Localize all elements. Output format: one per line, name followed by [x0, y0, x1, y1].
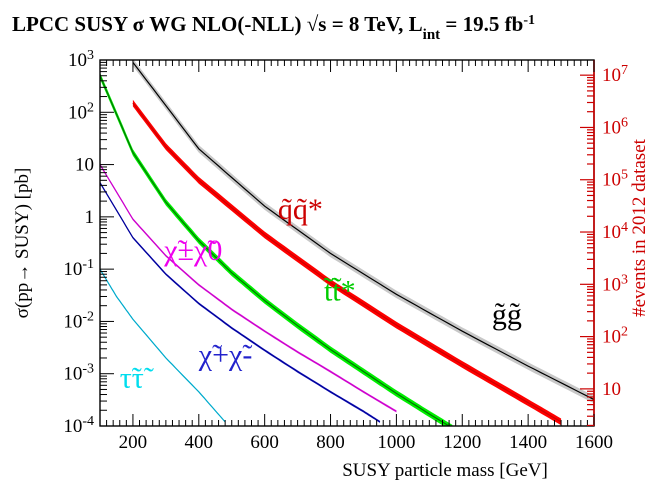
series-label-2: t̃t̃* [323, 275, 355, 308]
series-label-0: g̃g̃ [492, 298, 522, 331]
y2-tick-label: 106 [602, 115, 628, 139]
series-label-5: τ̃τ̃ [120, 361, 154, 394]
y2-axis-label: #events in 2012 dataset [629, 138, 650, 317]
x-tick-label: 1600 [575, 432, 613, 453]
series-label-4: χ̃+χ̃- [198, 339, 253, 372]
y-axis-label: σ(pp→ SUSY) [pb] [12, 168, 33, 319]
series-label-3: χ̃±χ̃0 [163, 234, 222, 267]
series-label-1: q̃q̃* [278, 193, 323, 226]
y-tick-label: 1 [85, 207, 95, 228]
y2-tick-label: 102 [602, 324, 628, 348]
y2-tick-label: 104 [602, 220, 628, 244]
y2-tick-label: 105 [602, 167, 628, 191]
chart-title: LPCC SUSY σ WG NLO(-NLL) √s = 8 TeV, Lin… [12, 12, 535, 43]
x-tick-label: 1200 [443, 432, 481, 453]
y-tick-label: 102 [68, 100, 94, 124]
y-tick-label: 10-4 [63, 414, 94, 438]
x-tick-label: 400 [185, 432, 214, 453]
y2-tick-label: 10 [602, 379, 621, 400]
x-tick-label: 1000 [377, 432, 415, 453]
y2-tick-label: 103 [602, 272, 628, 296]
x-axis-label: SUSY particle mass [GeV] [342, 460, 548, 481]
y-tick-label: 10 [75, 155, 94, 176]
series-line-5 [100, 268, 226, 423]
x-tick-label: 600 [250, 432, 279, 453]
series-line-2 [100, 75, 451, 426]
x-tick-label: 800 [316, 432, 345, 453]
series-line-0 [132, 62, 594, 401]
series-line-4 [100, 182, 381, 423]
x-tick-label: 1400 [509, 432, 547, 453]
y2-tick-label: 107 [602, 63, 628, 87]
series-line-3 [100, 164, 397, 412]
y-tick-label: 103 [68, 48, 94, 72]
y-tick-label: 10-1 [63, 257, 94, 281]
y-tick-label: 10-2 [63, 309, 94, 333]
series-line-1 [132, 102, 562, 423]
y-tick-label: 10-3 [63, 361, 94, 385]
x-tick-label: 200 [119, 432, 148, 453]
